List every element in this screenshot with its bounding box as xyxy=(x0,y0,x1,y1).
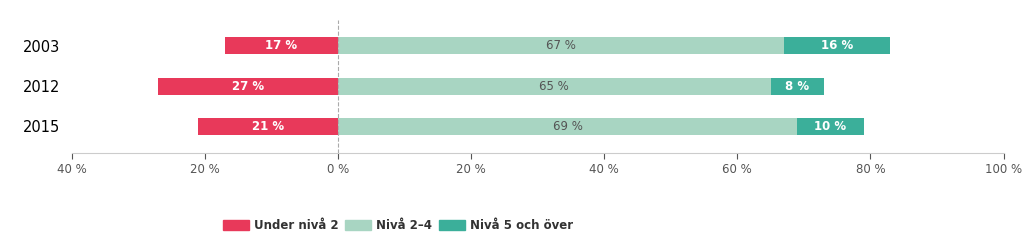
Bar xyxy=(783,37,890,54)
Bar xyxy=(158,78,338,94)
Bar xyxy=(338,118,797,135)
Text: 67 %: 67 % xyxy=(546,39,575,52)
Text: 65 %: 65 % xyxy=(540,80,569,92)
Bar xyxy=(770,78,823,94)
Text: 16 %: 16 % xyxy=(821,39,853,52)
Bar xyxy=(338,78,770,94)
Text: 8 %: 8 % xyxy=(785,80,809,92)
Bar xyxy=(224,37,338,54)
Text: 17 %: 17 % xyxy=(265,39,297,52)
Legend: Under nivå 2, Nivå 2–4, Nivå 5 och över: Under nivå 2, Nivå 2–4, Nivå 5 och över xyxy=(218,215,578,237)
Bar xyxy=(198,118,338,135)
Text: 21 %: 21 % xyxy=(252,120,284,133)
Text: 69 %: 69 % xyxy=(553,120,583,133)
Bar xyxy=(797,118,863,135)
Bar xyxy=(338,37,783,54)
Text: 27 %: 27 % xyxy=(232,80,264,92)
Text: 10 %: 10 % xyxy=(814,120,847,133)
